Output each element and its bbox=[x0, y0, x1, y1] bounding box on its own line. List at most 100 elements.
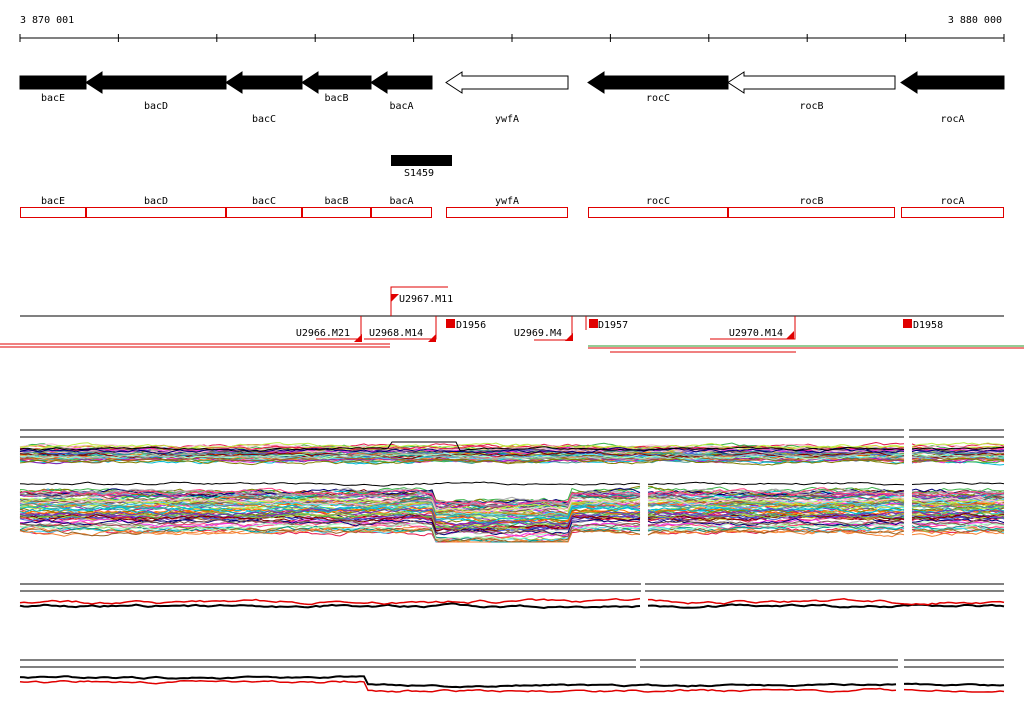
segment-label-u2969-m4: U2969.M4 bbox=[514, 328, 562, 339]
gene-label-rocb: rocB bbox=[799, 101, 823, 112]
gene-box-rect bbox=[302, 207, 371, 218]
segment-u2967-m11[interactable]: U2967.M11 bbox=[390, 286, 453, 316]
segment-u2966-m21[interactable]: U2966.M21 bbox=[296, 316, 362, 342]
feature-track: S1459 bbox=[391, 155, 452, 179]
gene-box-label-bacc: bacC bbox=[252, 196, 276, 207]
gene-box-bace[interactable]: bacE bbox=[20, 196, 86, 218]
ruler-end-label: 3 880 000 bbox=[948, 15, 1002, 26]
gene-arrow-shape bbox=[727, 71, 896, 94]
gene-arrow-shape bbox=[900, 71, 1005, 94]
profile-trace-reference bbox=[19, 481, 1005, 487]
gene-box-label-ywfa: ywfA bbox=[495, 196, 519, 207]
segment-u2969-m4[interactable]: U2969.M4 bbox=[514, 316, 573, 341]
gene-box-ywfa[interactable]: ywfA bbox=[446, 196, 568, 218]
segment-track: U2967.M11 U2966.M21 U2968.M14 D1956 U2969.M4… bbox=[0, 286, 1024, 353]
segment-u2968-m14[interactable]: U2968.M14 bbox=[364, 316, 437, 342]
segment-label-u2966-m21: U2966.M21 bbox=[296, 328, 350, 339]
segment-marker bbox=[786, 331, 794, 339]
profile-trace bbox=[19, 452, 1005, 461]
gene-box-bacb[interactable]: bacB bbox=[302, 196, 371, 218]
expression-profile-panel-2 bbox=[19, 481, 1005, 543]
profile-trace bbox=[19, 457, 1005, 466]
profile-trace-reference bbox=[19, 441, 1005, 452]
profile-trace-a bbox=[19, 675, 1005, 689]
gene-arrow-bacd[interactable]: bacD bbox=[85, 71, 227, 112]
segment-d1956[interactable]: D1956 bbox=[446, 319, 486, 331]
gene-box-label-baca: bacA bbox=[389, 196, 413, 207]
segment-marker bbox=[565, 333, 573, 341]
gene-box-baca[interactable]: bacA bbox=[371, 196, 432, 218]
gene-box-label-bacd: bacD bbox=[144, 196, 168, 207]
gene-label-ywfa: ywfA bbox=[495, 114, 519, 125]
segment-label-u2967-m11: U2967.M11 bbox=[399, 294, 453, 305]
segment-label-u2968-m14: U2968.M14 bbox=[369, 328, 423, 339]
gene-arrow-bace[interactable]: bacE bbox=[19, 75, 87, 104]
profile-trace bbox=[19, 487, 1005, 507]
gene-arrow-shape bbox=[85, 71, 227, 94]
gene-box-bacd[interactable]: bacD bbox=[86, 196, 226, 218]
segment-label-u2970-m14: U2970.M14 bbox=[729, 328, 783, 339]
gene-arrow-shape bbox=[301, 71, 372, 94]
expression-profile-panel-3 bbox=[19, 583, 1005, 610]
profile-trace-a bbox=[19, 602, 1005, 610]
feature-label-s1459: S1459 bbox=[404, 168, 434, 179]
gene-box-rect bbox=[728, 207, 895, 218]
profile-trace bbox=[19, 496, 1005, 513]
segment-u2970-m14[interactable]: U2970.M14 bbox=[710, 316, 796, 340]
gene-box-rect bbox=[588, 207, 728, 218]
profile-trace bbox=[19, 442, 1005, 451]
gene-label-bacb: bacB bbox=[324, 93, 348, 104]
segment-marker bbox=[589, 319, 598, 328]
profile-trace bbox=[19, 452, 1005, 461]
segment-d1957[interactable]: D1957 bbox=[585, 316, 628, 331]
segment-marker bbox=[354, 334, 362, 342]
ruler-start-label: 3 870 001 bbox=[20, 15, 74, 26]
gene-box-roca[interactable]: rocA bbox=[901, 196, 1004, 218]
gene-arrow-shape bbox=[587, 71, 729, 94]
gene-arrow-ywfa[interactable]: ywfA bbox=[445, 71, 569, 125]
gene-box-rect bbox=[20, 207, 86, 218]
gene-arrow-rocb[interactable]: rocB bbox=[727, 71, 896, 112]
gene-label-rocc: rocC bbox=[646, 93, 670, 104]
gene-label-roca: rocA bbox=[940, 114, 964, 125]
gene-arrow-rocc[interactable]: rocC bbox=[587, 71, 729, 104]
feature-bar-s1459[interactable] bbox=[391, 155, 452, 166]
gene-box-label-roca: rocA bbox=[940, 196, 964, 207]
gene-arrow-bacb[interactable]: bacB bbox=[301, 71, 372, 104]
segment-label-d1958: D1958 bbox=[913, 320, 943, 331]
gene-box-rect bbox=[86, 207, 226, 218]
profile-trace-b bbox=[19, 679, 1005, 693]
expression-profile-panel-4 bbox=[19, 659, 1005, 693]
gene-box-bacc[interactable]: bacC bbox=[226, 196, 302, 218]
gene-arrow-roca[interactable]: rocA bbox=[900, 71, 1005, 125]
profile-trace bbox=[19, 512, 1005, 532]
gene-box-rect bbox=[901, 207, 1004, 218]
segment-label-d1956: D1956 bbox=[456, 320, 486, 331]
gene-label-bacd: bacD bbox=[144, 101, 168, 112]
gene-box-track: bacE bacD bacC bacB bacA ywfA rocC rocB rocA bbox=[20, 196, 1004, 218]
coordinate-ruler: 3 870 001 3 880 000 bbox=[19, 15, 1005, 42]
segment-marker bbox=[446, 319, 455, 328]
segment-marker bbox=[391, 294, 399, 302]
gene-arrow-baca[interactable]: bacA bbox=[370, 71, 433, 112]
gene-box-rocb[interactable]: rocB bbox=[728, 196, 895, 218]
profile-trace bbox=[19, 507, 1005, 527]
gene-arrow-shape bbox=[445, 71, 569, 94]
segment-d1958[interactable]: D1958 bbox=[903, 319, 943, 331]
gene-arrow-shape bbox=[225, 71, 303, 94]
gene-arrow-track: bacE bacD bacC bacB bacA ywfA rocC rocB rocA bbox=[19, 71, 1005, 125]
gene-arrow-bacc[interactable]: bacC bbox=[225, 71, 303, 125]
gene-label-baca: bacA bbox=[389, 101, 413, 112]
gene-box-label-rocb: rocB bbox=[799, 196, 823, 207]
profile-trace bbox=[19, 525, 1005, 543]
profile-trace-b bbox=[19, 597, 1005, 606]
expression-profile-panel-1 bbox=[19, 429, 1005, 466]
gene-label-bacc: bacC bbox=[252, 114, 276, 125]
gene-arrow-shape bbox=[19, 75, 87, 90]
gene-box-rect bbox=[226, 207, 302, 218]
segment-marker bbox=[428, 334, 436, 342]
gene-box-label-bacb: bacB bbox=[324, 196, 348, 207]
gene-box-rect bbox=[371, 207, 432, 218]
gene-box-rocc[interactable]: rocC bbox=[588, 196, 728, 218]
